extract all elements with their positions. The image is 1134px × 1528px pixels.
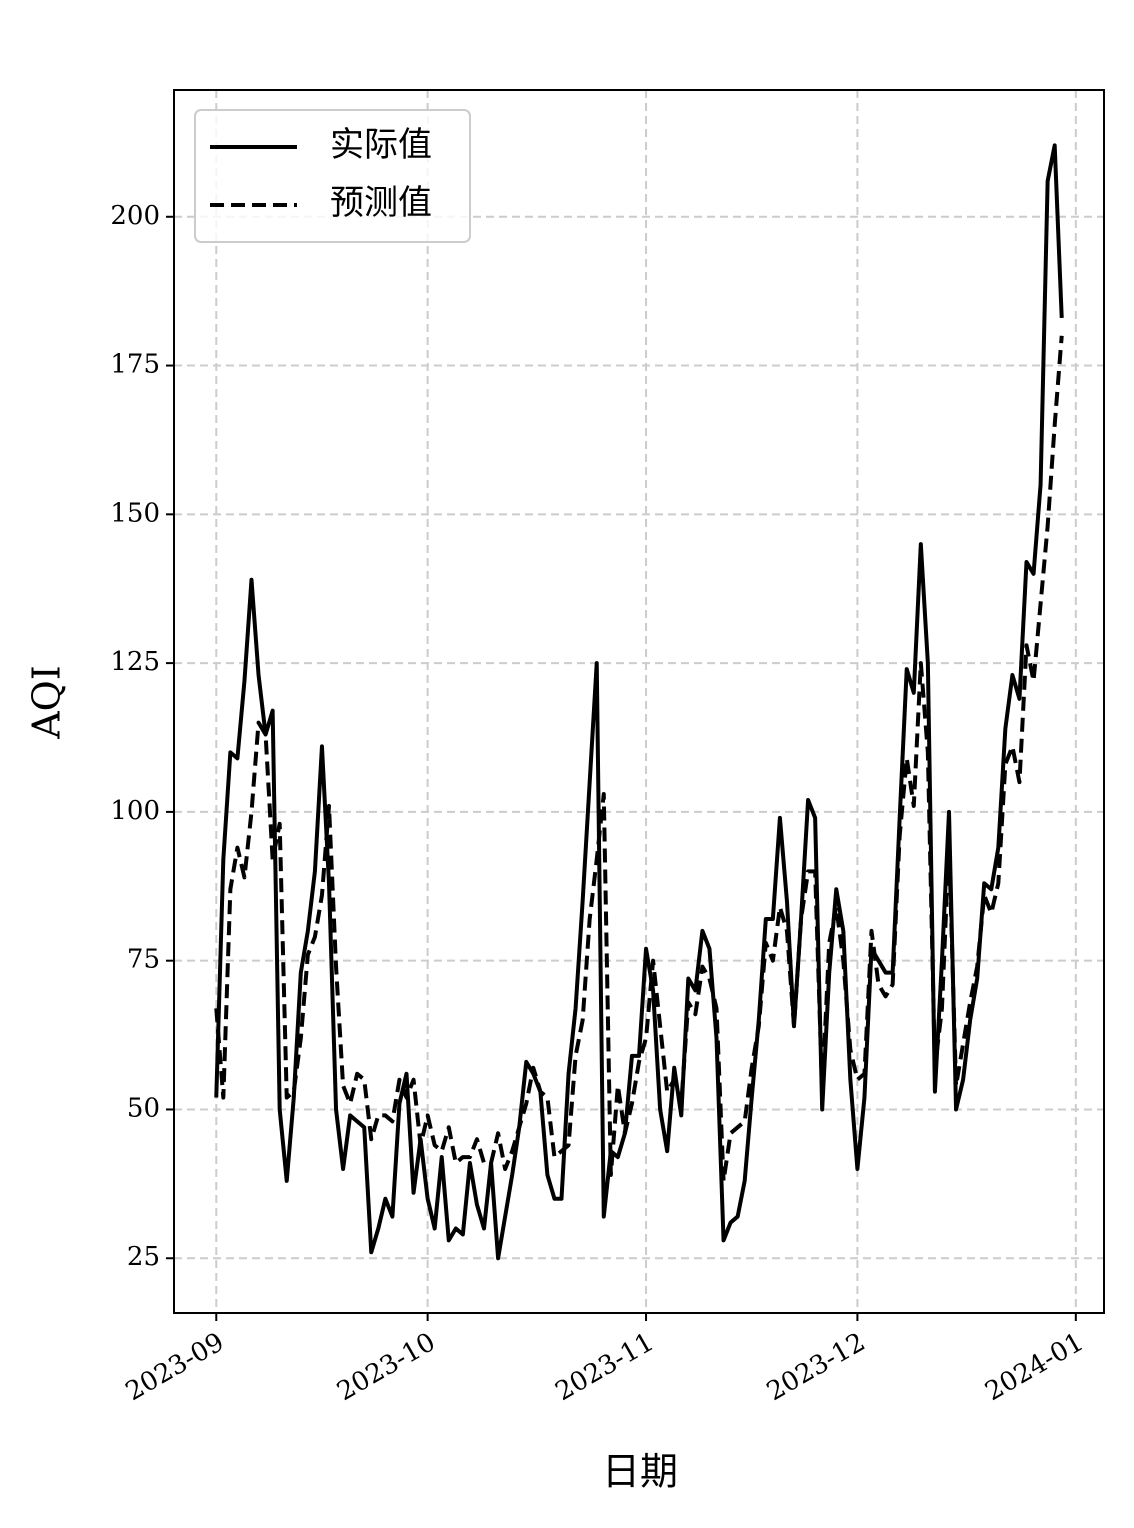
x-tick-label: 2023-11 xyxy=(550,1327,659,1407)
legend-label: 预测值 xyxy=(330,183,432,223)
x-axis-label: 日期 xyxy=(602,1450,678,1494)
series-line xyxy=(214,335,1064,1183)
x-tick-label: 2023-12 xyxy=(762,1327,871,1407)
y-tick-label: 100 xyxy=(110,796,160,826)
y-tick-label: 200 xyxy=(110,201,160,231)
legend-label: 实际值 xyxy=(330,125,432,165)
x-tick-label: 2024-01 xyxy=(980,1327,1089,1407)
y-tick-label: 175 xyxy=(110,350,160,380)
series-line xyxy=(214,143,1064,1261)
y-tick-label: 75 xyxy=(127,945,160,975)
plot-frame xyxy=(173,89,1105,1314)
y-tick-label: 150 xyxy=(110,498,160,528)
y-tick-label: 50 xyxy=(127,1093,160,1123)
y-axis-label: AQI xyxy=(25,665,69,740)
y-tick-label: 125 xyxy=(110,647,160,677)
y-tick-label: 25 xyxy=(127,1242,160,1272)
x-tick-label: 2023-09 xyxy=(121,1327,230,1407)
legend-box xyxy=(194,109,471,243)
x-tick-label: 2023-10 xyxy=(332,1327,441,1407)
